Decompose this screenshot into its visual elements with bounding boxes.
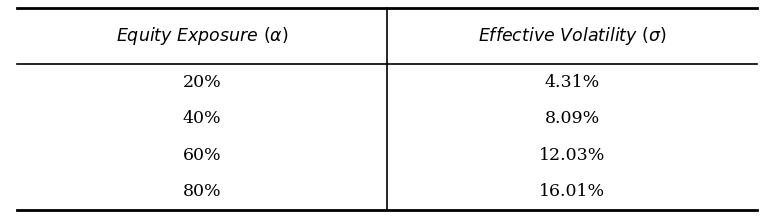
Text: 8.09%: 8.09% [544, 110, 600, 127]
Text: 20%: 20% [183, 74, 221, 91]
Text: $\mathit{Equity\ Exposure\ (\alpha)}$: $\mathit{Equity\ Exposure\ (\alpha)}$ [115, 25, 288, 47]
Text: $\mathit{Effective\ Volatility\ (\sigma)}$: $\mathit{Effective\ Volatility\ (\sigma)… [478, 25, 666, 47]
Text: 80%: 80% [183, 183, 221, 200]
Text: 60%: 60% [183, 147, 221, 164]
Text: 4.31%: 4.31% [544, 74, 600, 91]
Text: 12.03%: 12.03% [539, 147, 605, 164]
Text: 16.01%: 16.01% [539, 183, 605, 200]
Text: 40%: 40% [183, 110, 221, 127]
